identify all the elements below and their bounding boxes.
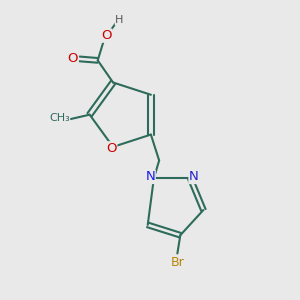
Text: N: N — [146, 170, 155, 184]
Text: N: N — [189, 170, 199, 184]
Text: H: H — [115, 15, 124, 25]
Text: O: O — [101, 29, 112, 42]
Text: O: O — [68, 52, 78, 65]
Text: O: O — [106, 142, 117, 155]
Text: Br: Br — [170, 256, 184, 269]
Text: CH₃: CH₃ — [49, 112, 70, 123]
